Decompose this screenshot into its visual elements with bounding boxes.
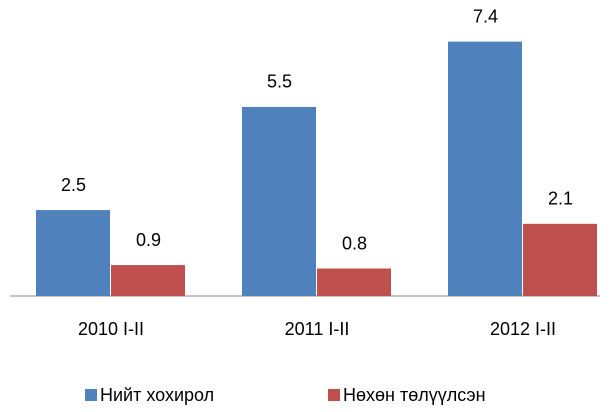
legend-swatch — [85, 389, 97, 401]
bar — [111, 265, 185, 296]
x-tick-label: 2011 I-II — [285, 319, 350, 339]
x-tick-label: 2012 I-II — [490, 319, 556, 339]
data-label: 7.4 — [473, 6, 498, 26]
bar — [317, 268, 391, 296]
bar — [448, 41, 522, 296]
bar — [36, 210, 110, 296]
legend-label: Нийт хохирол — [100, 385, 214, 405]
bar — [523, 223, 597, 296]
legend-swatch — [328, 389, 340, 401]
data-label: 2.1 — [548, 189, 573, 209]
x-tick-label: 2010 I-II — [78, 319, 144, 339]
legend-label: Нөхөн төлүүлсэн — [343, 385, 486, 405]
data-label: 0.8 — [342, 233, 367, 253]
data-label: 2.5 — [61, 175, 86, 195]
bar — [242, 106, 316, 296]
data-label: 0.9 — [136, 230, 161, 250]
data-label: 5.5 — [267, 72, 292, 92]
